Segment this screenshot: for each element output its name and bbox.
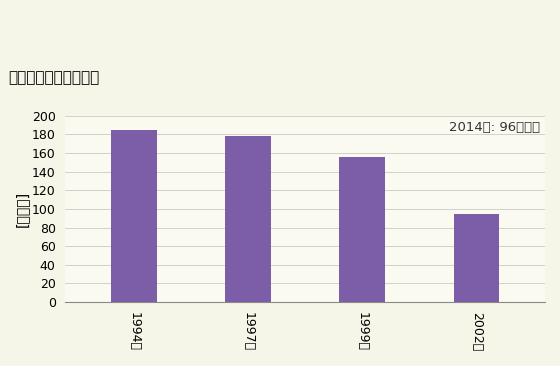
Text: 2014年: 96事業所: 2014年: 96事業所 xyxy=(449,122,540,134)
Bar xyxy=(339,157,385,302)
Y-axis label: [事業所]: [事業所] xyxy=(15,191,29,227)
Bar xyxy=(454,214,500,302)
Bar xyxy=(225,136,271,302)
Text: 商業の事業所数の推移: 商業の事業所数の推移 xyxy=(8,70,99,85)
Bar xyxy=(111,130,157,302)
